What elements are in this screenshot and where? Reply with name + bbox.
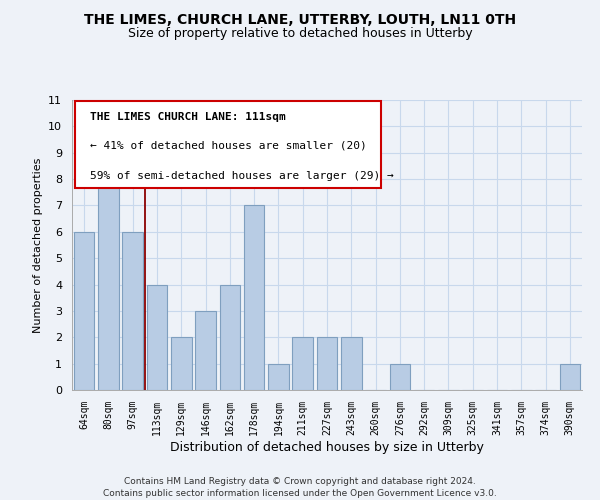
Text: ← 41% of detached houses are smaller (20): ← 41% of detached houses are smaller (20… bbox=[90, 140, 367, 150]
Text: Contains public sector information licensed under the Open Government Licence v3: Contains public sector information licen… bbox=[103, 489, 497, 498]
Bar bbox=[146, 284, 167, 390]
Bar bbox=[317, 338, 337, 390]
Text: Contains HM Land Registry data © Crown copyright and database right 2024.: Contains HM Land Registry data © Crown c… bbox=[124, 478, 476, 486]
Bar bbox=[244, 206, 265, 390]
Text: THE LIMES CHURCH LANE: 111sqm: THE LIMES CHURCH LANE: 111sqm bbox=[90, 112, 286, 122]
Y-axis label: Number of detached properties: Number of detached properties bbox=[33, 158, 43, 332]
Bar bbox=[195, 311, 216, 390]
Bar bbox=[122, 232, 143, 390]
Text: 59% of semi-detached houses are larger (29) →: 59% of semi-detached houses are larger (… bbox=[90, 171, 394, 181]
FancyBboxPatch shape bbox=[74, 102, 380, 188]
Bar bbox=[268, 364, 289, 390]
Text: THE LIMES, CHURCH LANE, UTTERBY, LOUTH, LN11 0TH: THE LIMES, CHURCH LANE, UTTERBY, LOUTH, … bbox=[84, 12, 516, 26]
Bar bbox=[560, 364, 580, 390]
X-axis label: Distribution of detached houses by size in Utterby: Distribution of detached houses by size … bbox=[170, 440, 484, 454]
Bar bbox=[292, 338, 313, 390]
Text: Size of property relative to detached houses in Utterby: Size of property relative to detached ho… bbox=[128, 28, 472, 40]
Bar bbox=[389, 364, 410, 390]
Bar bbox=[171, 338, 191, 390]
Bar bbox=[220, 284, 240, 390]
Bar bbox=[98, 152, 119, 390]
Bar bbox=[341, 338, 362, 390]
Bar bbox=[74, 232, 94, 390]
